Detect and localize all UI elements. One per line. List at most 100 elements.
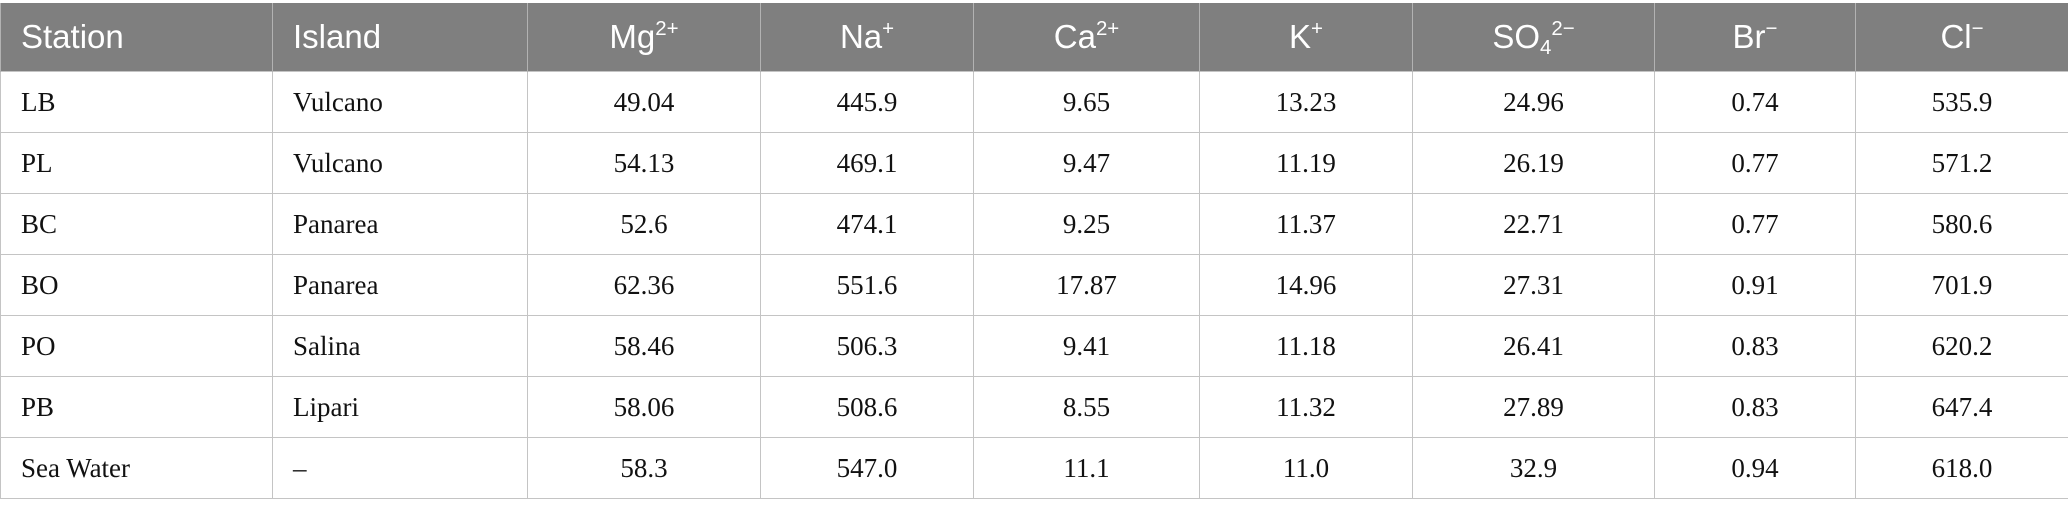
header-mg-base: Mg <box>609 18 656 55</box>
cell-mg: 52.6 <box>527 193 761 255</box>
cell-so4: 27.31 <box>1412 254 1655 316</box>
cell-na: 547.0 <box>760 437 974 499</box>
cell-k: 11.32 <box>1199 376 1413 438</box>
cell-cl: 618.0 <box>1855 437 2068 499</box>
cell-so4: 32.9 <box>1412 437 1655 499</box>
cell-mg: 54.13 <box>527 132 761 194</box>
header-island: Island <box>272 3 528 72</box>
table-body: LB Vulcano 49.04 445.9 9.65 13.23 24.96 … <box>0 71 2068 499</box>
cell-mg: 62.36 <box>527 254 761 316</box>
cell-island: – <box>272 437 528 499</box>
cell-k: 14.96 <box>1199 254 1413 316</box>
cell-station: BO <box>0 254 273 316</box>
cell-na: 508.6 <box>760 376 974 438</box>
cell-cl: 571.2 <box>1855 132 2068 194</box>
cell-na: 474.1 <box>760 193 974 255</box>
cell-br: 0.74 <box>1654 71 1856 133</box>
header-island-label: Island <box>293 18 382 55</box>
cell-br: 0.77 <box>1654 193 1856 255</box>
cell-station: Sea Water <box>0 437 273 499</box>
cell-na: 551.6 <box>760 254 974 316</box>
header-na-charge: + <box>882 16 895 40</box>
header-cl-base: Cl <box>1940 18 1972 55</box>
header-so4: SO42− <box>1412 3 1655 72</box>
header-br-charge: − <box>1765 16 1778 40</box>
cell-br: 0.83 <box>1654 315 1856 377</box>
cell-ca: 9.25 <box>973 193 1200 255</box>
header-cl-charge: − <box>1971 16 1984 40</box>
header-k-base: K <box>1289 18 1312 55</box>
cell-br: 0.77 <box>1654 132 1856 194</box>
table-row: LB Vulcano 49.04 445.9 9.65 13.23 24.96 … <box>0 71 2068 133</box>
cell-station: BC <box>0 193 273 255</box>
cell-cl: 701.9 <box>1855 254 2068 316</box>
header-na: Na+ <box>760 3 974 72</box>
cell-mg: 58.3 <box>527 437 761 499</box>
cell-na: 506.3 <box>760 315 974 377</box>
cell-ca: 11.1 <box>973 437 1200 499</box>
cell-na: 469.1 <box>760 132 974 194</box>
table-row: BC Panarea 52.6 474.1 9.25 11.37 22.71 0… <box>0 193 2068 255</box>
header-station: Station <box>0 3 273 72</box>
table-row: BO Panarea 62.36 551.6 17.87 14.96 27.31… <box>0 254 2068 316</box>
table-row: Sea Water – 58.3 547.0 11.1 11.0 32.9 0.… <box>0 437 2068 499</box>
cell-station: PL <box>0 132 273 194</box>
cell-br: 0.83 <box>1654 376 1856 438</box>
header-ca-base: Ca <box>1053 18 1096 55</box>
cell-cl: 647.4 <box>1855 376 2068 438</box>
cell-mg: 49.04 <box>527 71 761 133</box>
cell-island: Lipari <box>272 376 528 438</box>
header-k: K+ <box>1199 3 1413 72</box>
cell-na: 445.9 <box>760 71 974 133</box>
cell-island: Panarea <box>272 254 528 316</box>
header-br-base: Br <box>1732 18 1766 55</box>
cell-ca: 17.87 <box>973 254 1200 316</box>
cell-island: Vulcano <box>272 71 528 133</box>
cell-so4: 22.71 <box>1412 193 1655 255</box>
cell-br: 0.91 <box>1654 254 1856 316</box>
cell-so4: 24.96 <box>1412 71 1655 133</box>
cell-ca: 9.47 <box>973 132 1200 194</box>
header-mg: Mg2+ <box>527 3 761 72</box>
cell-cl: 620.2 <box>1855 315 2068 377</box>
cell-mg: 58.46 <box>527 315 761 377</box>
header-row: Station Island Mg2+ Na+ Ca2+ K+ SO42− Br… <box>0 3 2068 72</box>
cell-station: PB <box>0 376 273 438</box>
ion-concentration-table: Station Island Mg2+ Na+ Ca2+ K+ SO42− Br… <box>0 3 2068 499</box>
cell-station: LB <box>0 71 273 133</box>
table-row: PO Salina 58.46 506.3 9.41 11.18 26.41 0… <box>0 315 2068 377</box>
cell-k: 13.23 <box>1199 71 1413 133</box>
cell-br: 0.94 <box>1654 437 1856 499</box>
cell-ca: 9.41 <box>973 315 1200 377</box>
cell-ca: 8.55 <box>973 376 1200 438</box>
cell-so4: 26.41 <box>1412 315 1655 377</box>
header-k-charge: + <box>1311 16 1323 40</box>
header-so4-charge: 2− <box>1551 16 1575 40</box>
cell-k: 11.19 <box>1199 132 1413 194</box>
cell-mg: 58.06 <box>527 376 761 438</box>
cell-ca: 9.65 <box>973 71 1200 133</box>
header-so4-base: SO <box>1492 18 1540 55</box>
table-row: PL Vulcano 54.13 469.1 9.47 11.19 26.19 … <box>0 132 2068 194</box>
header-ca-charge: 2+ <box>1095 16 1120 40</box>
header-na-base: Na <box>839 18 883 55</box>
cell-station: PO <box>0 315 273 377</box>
cell-k: 11.0 <box>1199 437 1413 499</box>
cell-island: Panarea <box>272 193 528 255</box>
header-cl: Cl− <box>1855 3 2068 72</box>
cell-island: Vulcano <box>272 132 528 194</box>
cell-cl: 535.9 <box>1855 71 2068 133</box>
header-station-label: Station <box>21 18 124 55</box>
cell-cl: 580.6 <box>1855 193 2068 255</box>
cell-so4: 26.19 <box>1412 132 1655 194</box>
table-header: Station Island Mg2+ Na+ Ca2+ K+ SO42− Br… <box>0 3 2068 72</box>
header-br: Br− <box>1654 3 1856 72</box>
cell-so4: 27.89 <box>1412 376 1655 438</box>
header-mg-charge: 2+ <box>655 16 679 40</box>
cell-k: 11.37 <box>1199 193 1413 255</box>
header-so4-subscript: 4 <box>1540 36 1552 60</box>
table-row: PB Lipari 58.06 508.6 8.55 11.32 27.89 0… <box>0 376 2068 438</box>
header-ca: Ca2+ <box>973 3 1200 72</box>
cell-island: Salina <box>272 315 528 377</box>
cell-k: 11.18 <box>1199 315 1413 377</box>
